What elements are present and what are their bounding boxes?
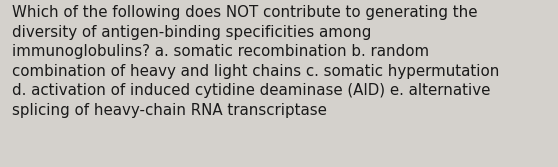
Text: Which of the following does NOT contribute to generating the
diversity of antige: Which of the following does NOT contribu… xyxy=(12,5,499,118)
